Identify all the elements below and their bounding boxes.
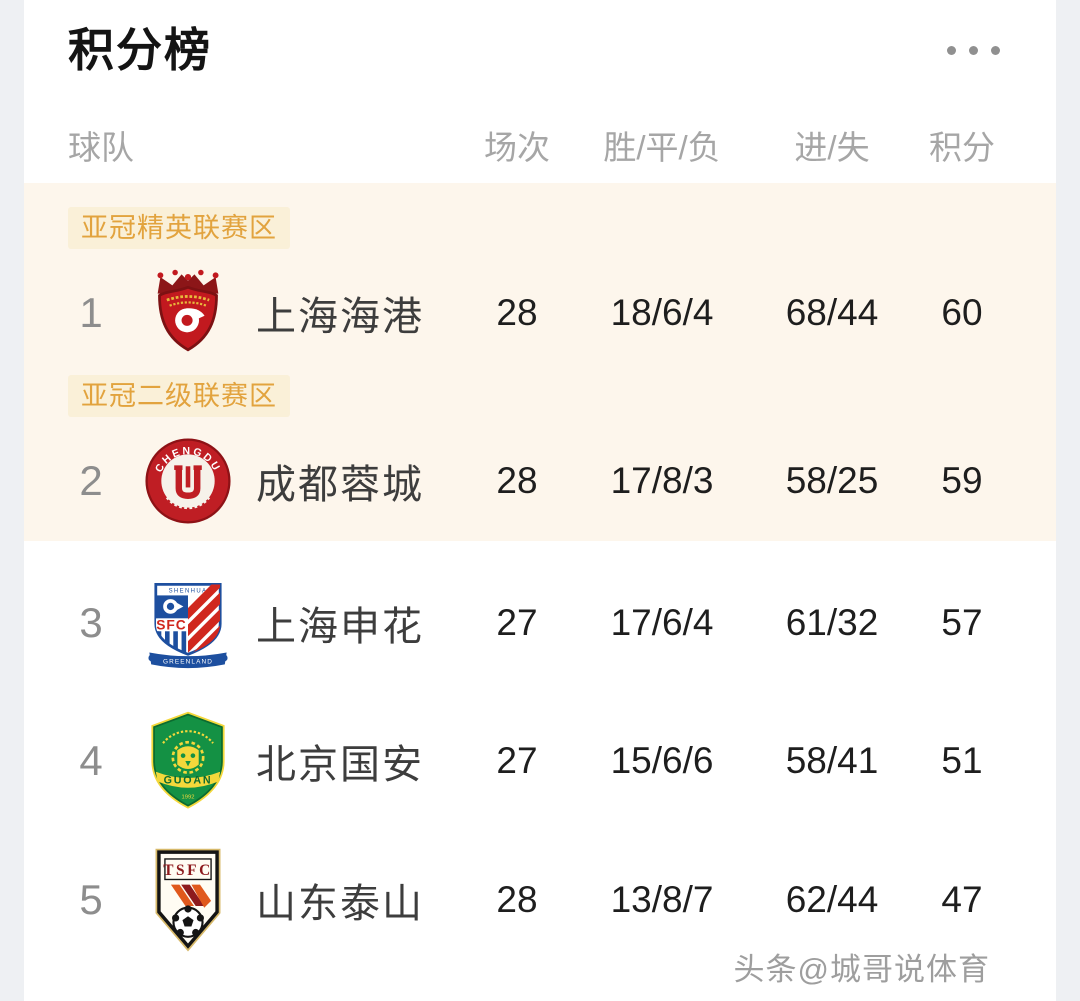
team-name: 上海海港 — [256, 294, 424, 339]
column-header-points: 积分 — [929, 128, 995, 166]
zone-label-row: 亚冠二级联赛区 — [68, 374, 1012, 417]
team-name: 成都蓉城 — [256, 462, 424, 507]
team-logo: CHENGDU — [128, 435, 248, 527]
matches-played: 28 — [496, 459, 538, 501]
goals-for-against: 58/41 — [785, 739, 879, 781]
page-title: 积分榜 — [68, 24, 212, 76]
win-draw-loss: 13/8/7 — [610, 878, 714, 920]
matches-played: 27 — [496, 601, 538, 643]
watermark: 头条@城哥说体育 — [733, 952, 990, 987]
card-header: 积分榜 — [68, 24, 1012, 77]
goals-for-against: 62/44 — [785, 878, 879, 920]
team-name: 北京国安 — [256, 742, 424, 787]
rank-number: 3 — [79, 598, 103, 646]
standings-card: 积分榜 球队 场次 胜/平/负 进/失 积分 亚冠精英联赛区 1 上海海港 28… — [24, 0, 1056, 1001]
win-draw-loss: 17/8/3 — [610, 459, 714, 501]
rank-number: 2 — [79, 456, 103, 504]
standings-row-3[interactable]: 3 SHENHUA SFC — [68, 571, 1012, 675]
standings-row-4[interactable]: 4 GUOAN 1992 北京国安 27 15/6/6 58/41 51 — [68, 709, 1012, 813]
matches-played: 28 — [496, 878, 538, 920]
goals-for-against: 58/25 — [785, 459, 879, 501]
team-logo: SHENHUA SFC GREENLAND — [128, 573, 248, 673]
points: 60 — [941, 291, 983, 333]
zone-label-row: 亚冠精英联赛区 — [68, 206, 1012, 249]
team-logo: GUOAN 1992 — [128, 711, 248, 811]
goals-for-against: 68/44 — [785, 291, 879, 333]
rank-number: 1 — [79, 288, 103, 336]
svg-text:GUOAN: GUOAN — [164, 774, 213, 786]
svg-text:GREENLAND: GREENLAND — [163, 658, 213, 665]
points: 47 — [941, 878, 983, 920]
zone-label: 亚冠精英联赛区 — [68, 206, 290, 249]
points: 59 — [941, 459, 983, 501]
team-logo — [128, 267, 248, 359]
column-headers: 球队 场次 胜/平/负 进/失 积分 — [68, 121, 1012, 166]
svg-text:TSFC: TSFC — [163, 862, 213, 879]
shanghai-shenhua-logo-art: SHENHUA SFC GREENLAND — [148, 582, 228, 668]
column-header-matches: 场次 — [484, 128, 550, 166]
column-header-wdl: 胜/平/负 — [603, 128, 721, 166]
shandong-taishan-logo-art: TSFC — [155, 848, 221, 952]
shanghai-port-logo-art — [157, 269, 219, 352]
team-name: 上海申花 — [256, 604, 424, 649]
win-draw-loss: 17/6/4 — [610, 601, 714, 643]
rank-number: 5 — [79, 875, 103, 923]
chengdu-rongcheng-logo-art: CHENGDU — [145, 438, 231, 524]
rank-number: 4 — [79, 736, 103, 784]
win-draw-loss: 18/6/4 — [610, 291, 714, 333]
svg-text:SFC: SFC — [156, 617, 186, 632]
team-name: 山东泰山 — [256, 881, 424, 926]
standings-rows: 3 SHENHUA SFC — [68, 571, 1012, 953]
matches-played: 28 — [496, 291, 538, 333]
more-options-icon[interactable] — [947, 46, 1000, 55]
svg-text:1992: 1992 — [182, 794, 195, 800]
beijing-guoan-logo-art: GUOAN 1992 — [151, 711, 225, 809]
win-draw-loss: 15/6/6 — [610, 739, 714, 781]
column-header-team: 球队 — [68, 128, 134, 166]
goals-for-against: 61/32 — [785, 601, 879, 643]
zone-label: 亚冠二级联赛区 — [68, 374, 290, 417]
team-logo: TSFC — [128, 847, 248, 953]
column-header-goals: 进/失 — [794, 128, 870, 166]
afc-zone-highlight-band: 亚冠精英联赛区 1 上海海港 28 18/6/4 68/44 60 亚冠二级联赛… — [24, 182, 1056, 541]
standings-row-2[interactable]: 2 CHENGDU 成都蓉城 28 17/8/3 58/25 59 — [68, 429, 1012, 533]
points: 57 — [941, 601, 983, 643]
matches-played: 27 — [496, 739, 538, 781]
points: 51 — [941, 739, 983, 781]
svg-text:SHENHUA: SHENHUA — [169, 589, 208, 595]
standings-row-5[interactable]: 5 TSFC 山东泰山 28 13/8/7 62/44 47 — [68, 847, 1012, 953]
standings-row-1[interactable]: 1 上海海港 28 18/6/4 68/44 60 — [68, 261, 1012, 365]
